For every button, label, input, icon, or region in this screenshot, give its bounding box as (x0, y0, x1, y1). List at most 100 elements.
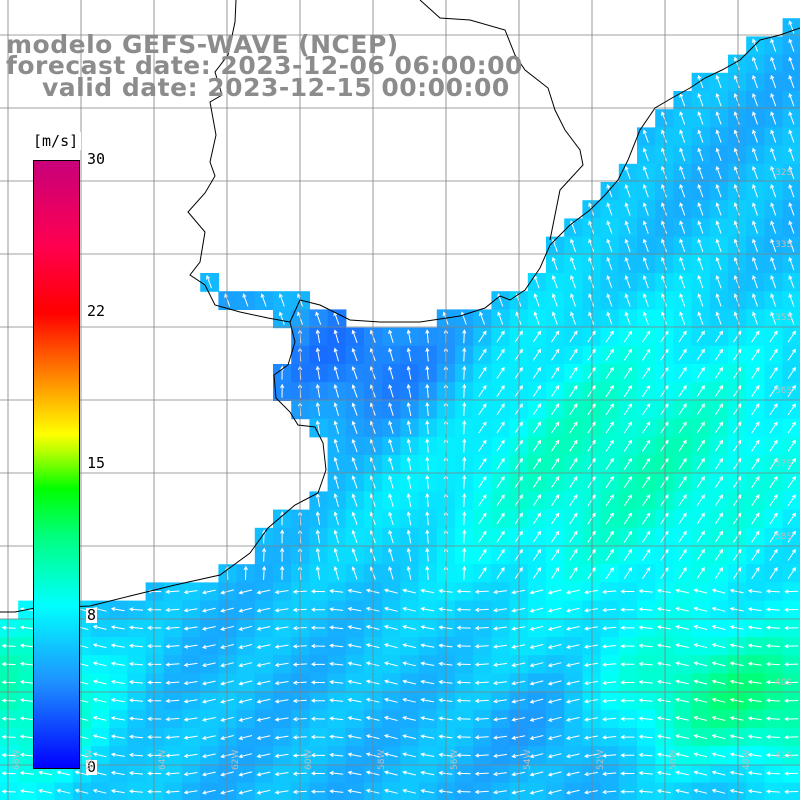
wind-arrow (329, 716, 344, 721)
wind-arrow (261, 565, 267, 580)
wind-arrow (788, 275, 795, 289)
wind-arrow (565, 735, 580, 740)
wind-arrow (220, 662, 234, 668)
wind-arrow (715, 238, 722, 252)
wind-arrow (642, 494, 651, 507)
wind-arrow (714, 512, 724, 525)
wind-arrow (733, 293, 740, 307)
wind-arrow (602, 662, 617, 667)
wind-arrow (402, 606, 416, 612)
wind-arrow (679, 202, 686, 216)
wind-arrow (347, 661, 362, 666)
wind-arrow (110, 716, 125, 721)
wind-arrow (765, 771, 781, 776)
wind-arrow (642, 366, 651, 379)
wind-arrow (765, 589, 781, 594)
wind-arrow (569, 476, 578, 488)
wind-arrow (623, 457, 633, 470)
wind-arrow (569, 385, 578, 397)
wind-arrow (110, 698, 125, 703)
wind-arrow (638, 643, 653, 648)
wind-arrow (714, 476, 724, 488)
wind-arrow (333, 420, 339, 435)
wind-arrow (661, 129, 667, 143)
wind-arrow (165, 626, 180, 631)
wind-arrow (638, 625, 653, 630)
wind-arrow (565, 680, 580, 686)
wind-arrow (570, 275, 576, 289)
wind-arrow (478, 530, 487, 543)
wind-arrow (606, 293, 613, 307)
wind-arrow (678, 457, 687, 470)
wind-arrow (711, 734, 726, 740)
wind-arrow (620, 589, 635, 594)
wind-arrow (787, 548, 796, 561)
wind-arrow (110, 789, 125, 794)
wind-arrow (679, 129, 686, 143)
wind-arrow (551, 366, 560, 379)
wind-arrow (697, 311, 704, 325)
wind-arrow (660, 385, 669, 397)
wind-arrow (493, 608, 507, 613)
wind-arrow (679, 93, 686, 107)
wind-arrow (565, 589, 580, 595)
wind-arrow (784, 625, 799, 631)
wind-arrow (128, 771, 144, 776)
wind-arrow (729, 752, 744, 758)
wind-arrow (529, 644, 544, 649)
wind-arrow (660, 530, 669, 543)
wind-arrow (602, 698, 617, 704)
wind-arrow (570, 293, 576, 307)
wind-arrow (620, 771, 635, 776)
wind-arrow (587, 530, 596, 543)
wind-arrow (661, 275, 667, 289)
wind-arrow (420, 643, 435, 648)
wind-arrow (496, 548, 505, 561)
wind-arrow (620, 607, 635, 612)
wind-arrow (733, 165, 740, 180)
wind-arrow (784, 716, 799, 722)
wind-arrow (642, 476, 651, 488)
wind-arrow (656, 607, 671, 612)
wind-arrow (751, 548, 760, 561)
wind-arrow (529, 625, 544, 631)
wind-arrow (696, 421, 705, 434)
wind-arrow (733, 421, 742, 434)
wind-arrow (256, 662, 271, 668)
wind-arrow (551, 293, 558, 307)
wind-arrow (714, 385, 724, 397)
wind-arrow (656, 625, 671, 630)
wind-arrow (420, 661, 435, 666)
wind-arrow (696, 403, 705, 416)
wind-arrow (329, 625, 344, 630)
wind-arrow (532, 439, 542, 452)
east-coastline (289, 27, 800, 323)
wind-arrow (679, 147, 686, 161)
wind-arrow (751, 348, 760, 361)
wind-arrow (675, 716, 689, 721)
wind-arrow (256, 680, 271, 686)
lat-label: 35S (775, 313, 793, 323)
wind-arrow (642, 348, 651, 361)
wind-arrow (238, 789, 253, 795)
wind-arrow (280, 383, 285, 398)
wind-arrow (697, 202, 704, 216)
lat-label: 33S (775, 240, 793, 250)
wind-arrow (347, 788, 362, 794)
wind-arrow (788, 238, 795, 252)
wind-arrow (605, 366, 614, 379)
wind-arrow (751, 476, 760, 488)
wind-arrow (587, 476, 596, 488)
colorbar-tick-15: 15 (86, 454, 107, 472)
wind-arrow (584, 644, 598, 649)
wind-arrow (747, 752, 762, 757)
wind-arrow (587, 567, 596, 579)
wind-arrow (770, 93, 777, 107)
wind-arrow (679, 111, 686, 125)
wind-arrow (678, 530, 687, 543)
wind-arrow (584, 626, 598, 631)
wind-arrow (425, 511, 430, 526)
wind-arrow (220, 716, 234, 722)
wind-arrow (351, 384, 358, 398)
wind-arrow (347, 606, 362, 612)
